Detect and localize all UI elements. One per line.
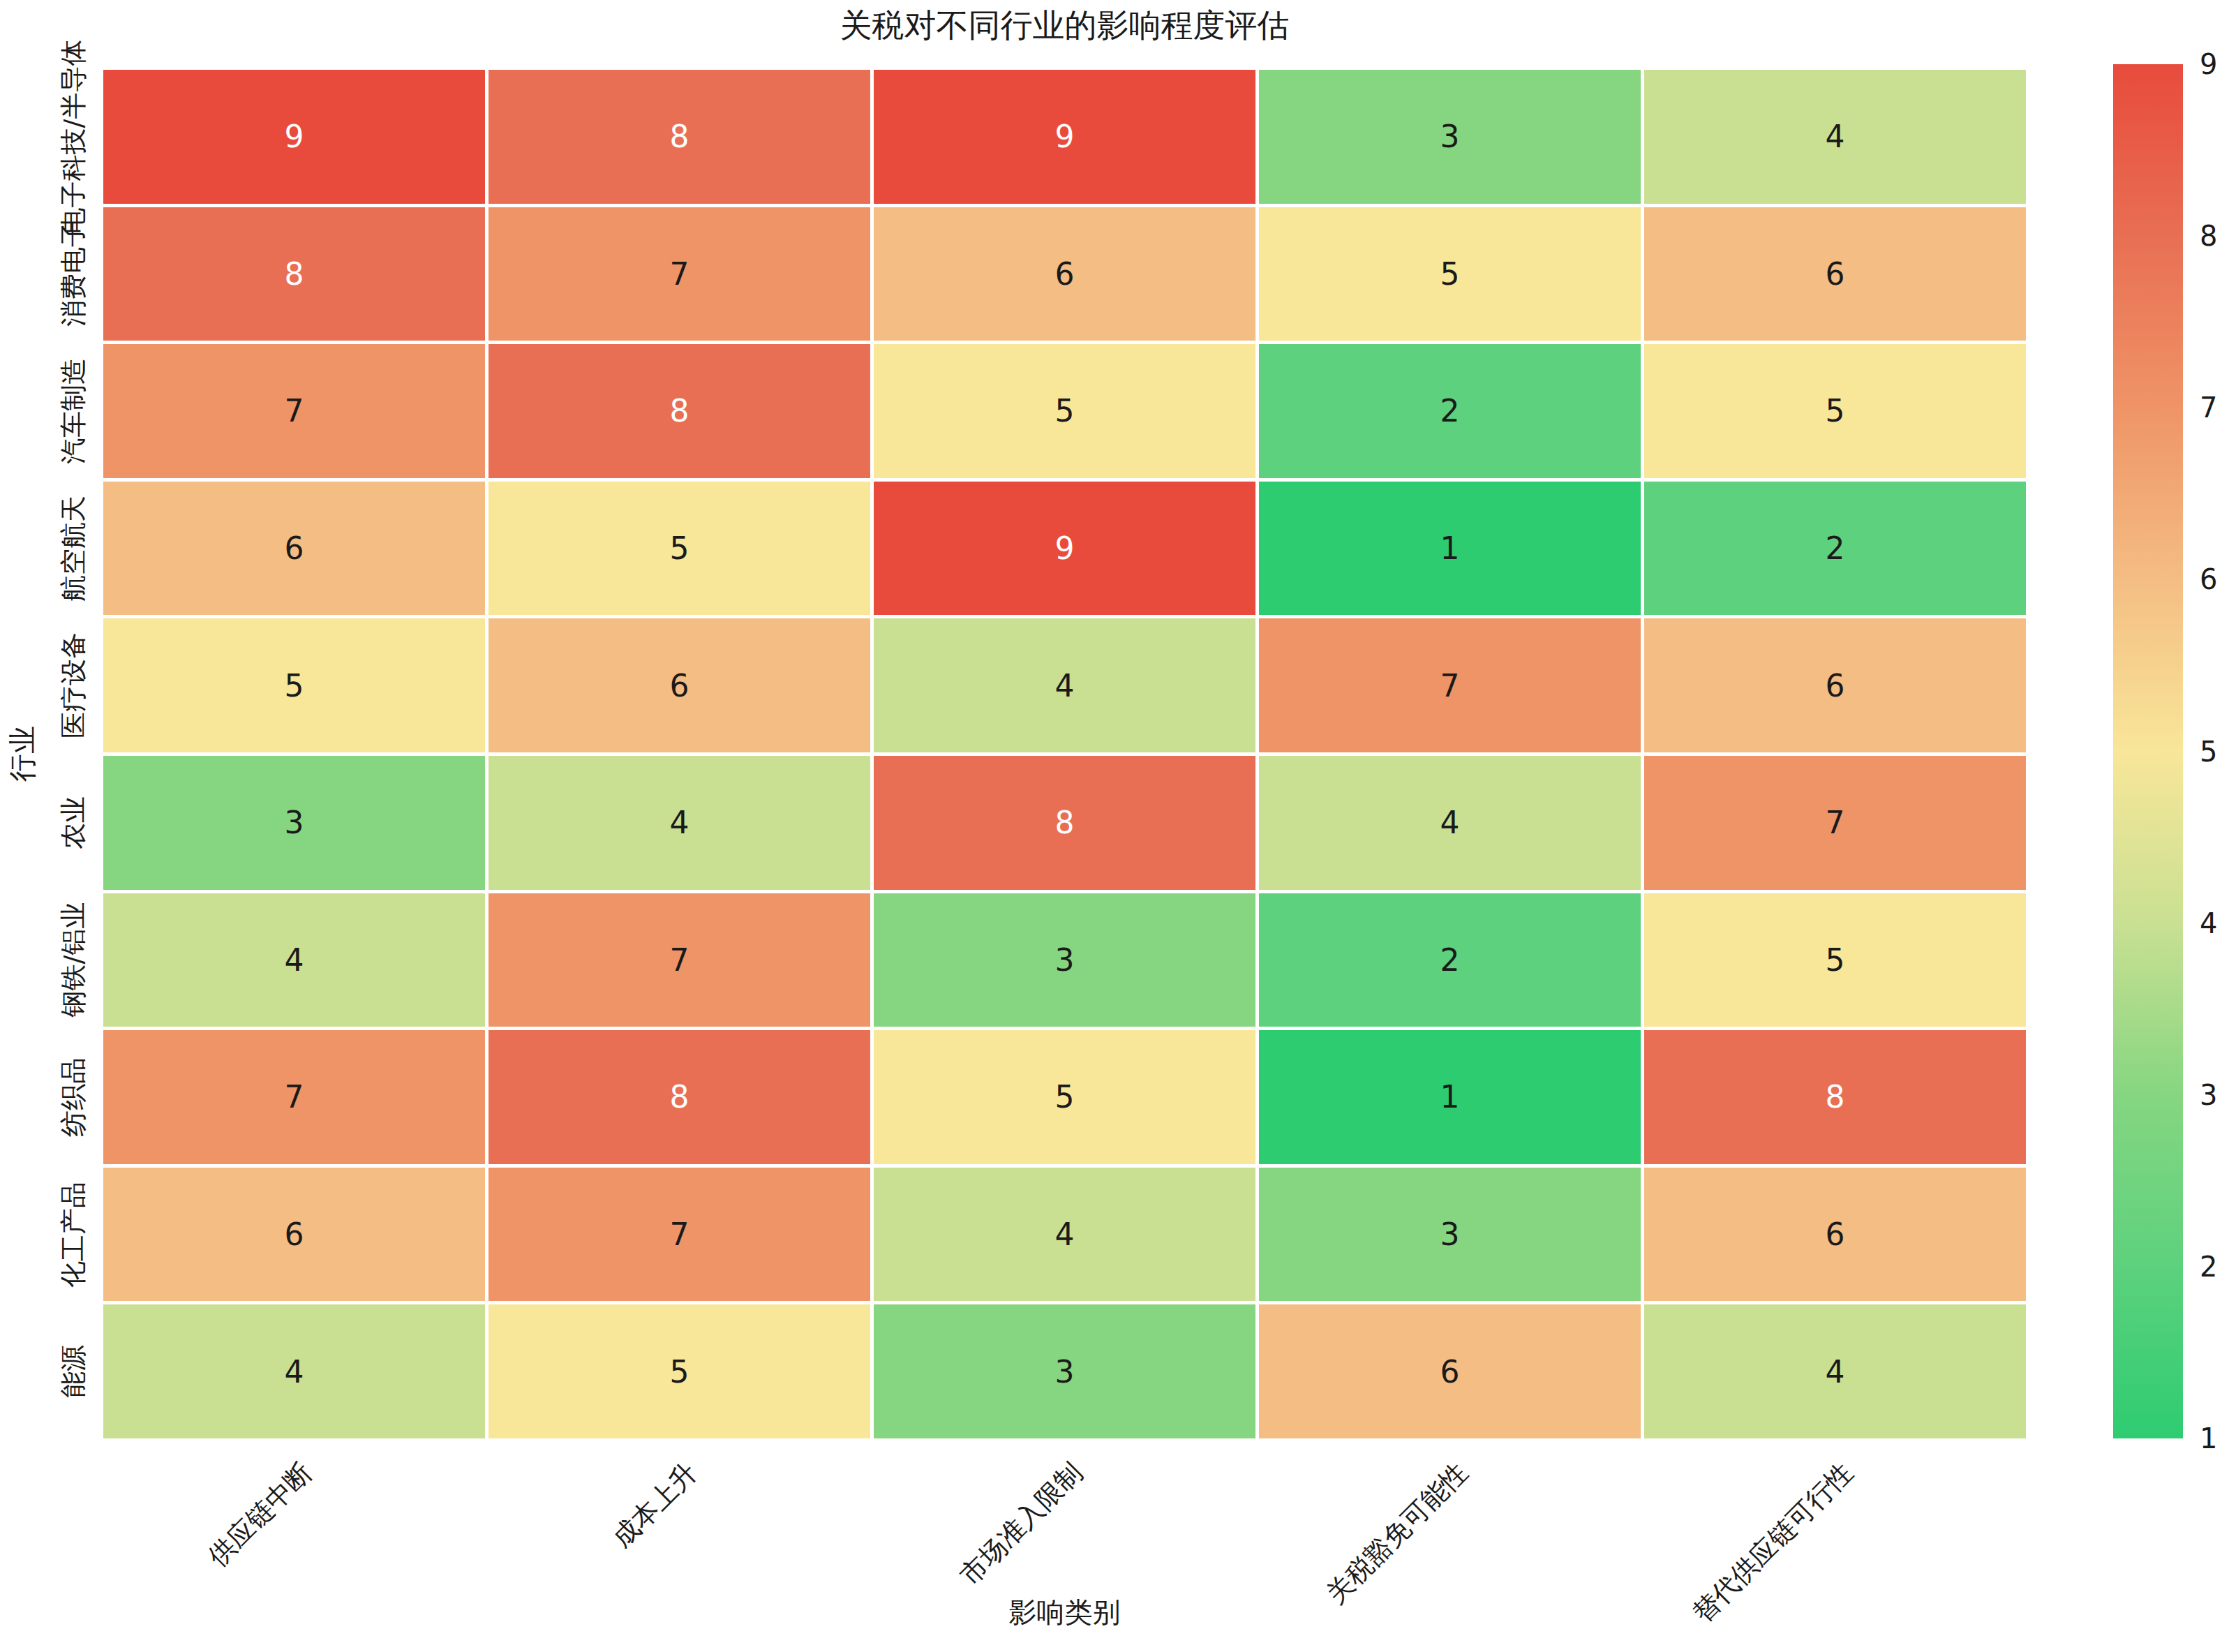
heatmap-cell: 7 bbox=[489, 893, 870, 1027]
heatmap-cell: 1 bbox=[1259, 482, 1641, 616]
heatmap-cell: 5 bbox=[489, 1304, 870, 1438]
colorbar-tick-label: 5 bbox=[2200, 738, 2217, 766]
y-axis-label: 行业 bbox=[3, 726, 42, 782]
heatmap-cell: 7 bbox=[1259, 618, 1641, 752]
heatmap-cell: 5 bbox=[103, 618, 485, 752]
heatmap-cell: 7 bbox=[489, 1168, 870, 1302]
heatmap-cell: 9 bbox=[874, 70, 1255, 204]
x-tick-label: 成本上升 bbox=[604, 1455, 705, 1556]
heatmap-cell: 3 bbox=[103, 756, 485, 890]
heatmap-cell: 4 bbox=[1644, 1304, 2026, 1438]
heatmap-cell: 5 bbox=[1644, 893, 2026, 1027]
heatmap-cell: 2 bbox=[1644, 482, 2026, 616]
heatmap-cell: 6 bbox=[1259, 1304, 1641, 1438]
heatmap-cell: 4 bbox=[489, 756, 870, 890]
heatmap-grid: 9893487656785256591256476348474732578518… bbox=[103, 70, 2026, 1438]
x-axis-label: 影响类别 bbox=[103, 1593, 2026, 1632]
colorbar-tick-label: 3 bbox=[2200, 1081, 2217, 1109]
chart-title: 关税对不同行业的影响程度评估 bbox=[103, 6, 2026, 46]
colorbar-tick-label: 9 bbox=[2200, 50, 2217, 78]
heatmap-cell: 5 bbox=[489, 482, 870, 616]
heatmap-cell: 9 bbox=[874, 482, 1255, 616]
heatmap-cell: 6 bbox=[1644, 1168, 2026, 1302]
y-tick-label: 能源 bbox=[56, 1345, 91, 1398]
colorbar bbox=[2113, 64, 2183, 1438]
y-tick-label: 航空航天 bbox=[56, 496, 91, 602]
heatmap-cell: 2 bbox=[1259, 344, 1641, 478]
y-tick-label: 农业 bbox=[56, 796, 91, 849]
heatmap-cell: 8 bbox=[489, 1030, 870, 1164]
heatmap-cell: 7 bbox=[489, 207, 870, 341]
heatmap-cell: 5 bbox=[874, 1030, 1255, 1164]
y-tick-label: 钢铁/铝业 bbox=[56, 902, 91, 1018]
heatmap-cell: 1 bbox=[1259, 1030, 1641, 1164]
y-tick-label: 纺织品 bbox=[56, 1057, 91, 1137]
x-tick-label: 供应链中断 bbox=[200, 1455, 319, 1574]
y-tick-label: 电子科技/半导体 bbox=[56, 39, 91, 234]
heatmap-cell: 9 bbox=[103, 70, 485, 204]
heatmap-cell: 6 bbox=[874, 207, 1255, 341]
heatmap-cell: 8 bbox=[489, 344, 870, 478]
heatmap-cell: 4 bbox=[103, 1304, 485, 1438]
heatmap-cell: 2 bbox=[1259, 893, 1641, 1027]
colorbar-tick-label: 1 bbox=[2200, 1424, 2217, 1452]
heatmap-cell: 7 bbox=[103, 1030, 485, 1164]
heatmap-cell: 5 bbox=[1259, 207, 1641, 341]
heatmap-cell: 4 bbox=[1644, 70, 2026, 204]
colorbar-tick-label: 2 bbox=[2200, 1253, 2217, 1281]
heatmap-cell: 8 bbox=[1644, 1030, 2026, 1164]
x-tick-label: 市场准入限制 bbox=[952, 1455, 1089, 1593]
x-tick-label: 关税豁免可能性 bbox=[1318, 1455, 1475, 1612]
y-tick-label: 化工产品 bbox=[56, 1182, 91, 1288]
heatmap-cell: 8 bbox=[103, 207, 485, 341]
heatmap-cell: 3 bbox=[874, 1304, 1255, 1438]
heatmap-cell: 4 bbox=[874, 1168, 1255, 1302]
heatmap-cell: 7 bbox=[1644, 756, 2026, 890]
heatmap-cell: 6 bbox=[1644, 207, 2026, 341]
heatmap-cell: 4 bbox=[103, 893, 485, 1027]
heatmap-cell: 3 bbox=[1259, 70, 1641, 204]
heatmap-cell: 8 bbox=[489, 70, 870, 204]
colorbar-tick-label: 8 bbox=[2200, 222, 2217, 250]
heatmap-cell: 6 bbox=[1644, 618, 2026, 752]
heatmap-cell: 3 bbox=[1259, 1168, 1641, 1302]
heatmap-cell: 6 bbox=[103, 482, 485, 616]
heatmap-cell: 8 bbox=[874, 756, 1255, 890]
heatmap-cell: 4 bbox=[874, 618, 1255, 752]
y-tick-label: 医疗设备 bbox=[56, 632, 91, 738]
heatmap-cell: 6 bbox=[489, 618, 870, 752]
heatmap-cell: 4 bbox=[1259, 756, 1641, 890]
heatmap-cell: 6 bbox=[103, 1168, 485, 1302]
colorbar-tick-label: 6 bbox=[2200, 565, 2217, 593]
heatmap-cell: 3 bbox=[874, 893, 1255, 1027]
y-tick-label: 消费电子 bbox=[56, 221, 91, 327]
heatmap-cell: 7 bbox=[103, 344, 485, 478]
y-tick-label: 汽车制造 bbox=[56, 358, 91, 464]
heatmap-cell: 5 bbox=[874, 344, 1255, 478]
heatmap-cell: 5 bbox=[1644, 344, 2026, 478]
colorbar-tick-label: 7 bbox=[2200, 394, 2217, 422]
colorbar-tick-label: 4 bbox=[2200, 909, 2217, 937]
